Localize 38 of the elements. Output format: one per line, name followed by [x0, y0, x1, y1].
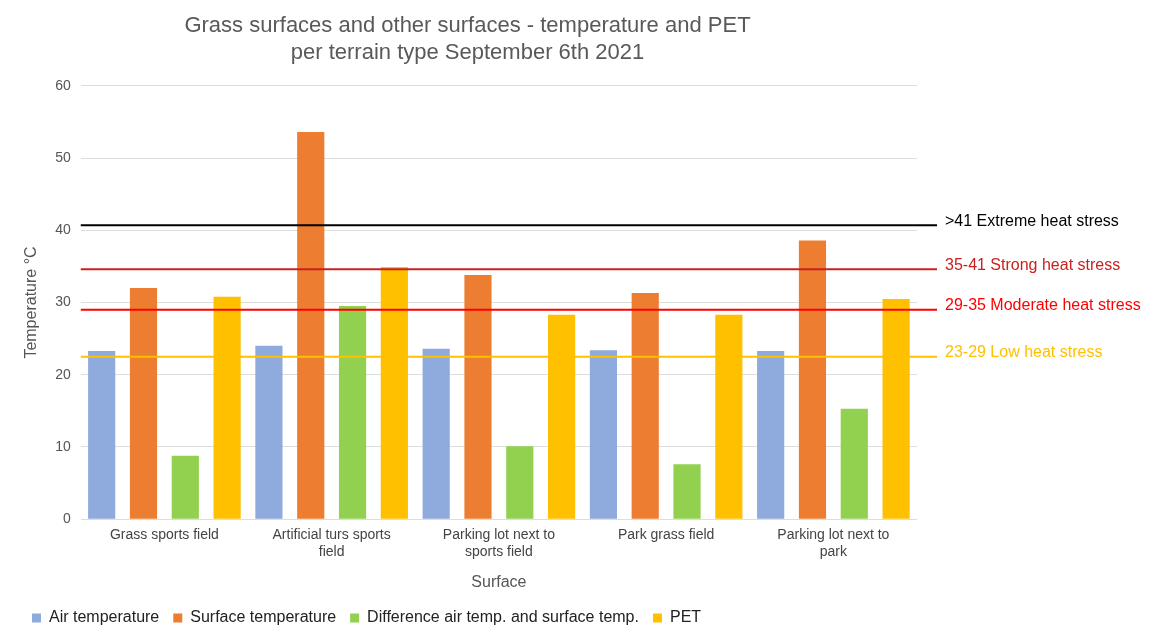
bar [589, 350, 617, 519]
x-tick-label: Artificial turs sports field [272, 526, 391, 560]
bar [840, 408, 868, 519]
bar [464, 275, 492, 519]
bar [422, 348, 450, 519]
y-tick-label: 30 [55, 293, 71, 310]
bar [798, 240, 827, 519]
chart-title: Grass surfaces and other surfaces - temperature and PET per terrain type September 6th 2021 [184, 12, 751, 64]
bar [129, 288, 158, 519]
bar [673, 464, 701, 519]
ref-line-label: 29-35 Moderate heat stress [945, 296, 1141, 314]
y-tick-label: 0 [62, 510, 71, 527]
legend-label: PET [669, 608, 702, 626]
y-axis-title: Temperature °C [22, 246, 40, 359]
legend-label: Difference air temp. and surface temp. [367, 608, 639, 626]
x-tick-label: Parking lot next to park [777, 526, 890, 560]
bar [297, 132, 325, 519]
bar [255, 345, 283, 519]
ref-line-label: 35-41 Strong heat stress [945, 255, 1121, 273]
bar [338, 306, 367, 519]
x-tick-label: Parking lot next to sports field [442, 526, 556, 560]
bar [757, 350, 785, 519]
y-tick-label: 50 [55, 148, 71, 165]
y-tick-label: 20 [55, 365, 71, 382]
legend-label: Air temperature [49, 608, 160, 626]
bar [506, 446, 534, 519]
y-tick-label: 60 [55, 76, 71, 93]
ref-line-label: >41 Extreme heat stress [945, 211, 1119, 229]
x-axis-title: Surface [471, 572, 527, 590]
bar [631, 293, 659, 519]
y-tick-label: 10 [55, 437, 71, 454]
x-tick-label: Grass sports field [109, 526, 219, 543]
x-tick-label: Park grass field [617, 526, 715, 543]
ref-line-label: 23-29 Low heat stress [945, 343, 1103, 361]
bar [171, 455, 199, 519]
y-tick-label: 40 [55, 221, 71, 238]
legend-label: Surface temperature [190, 608, 337, 626]
bar [88, 350, 116, 519]
